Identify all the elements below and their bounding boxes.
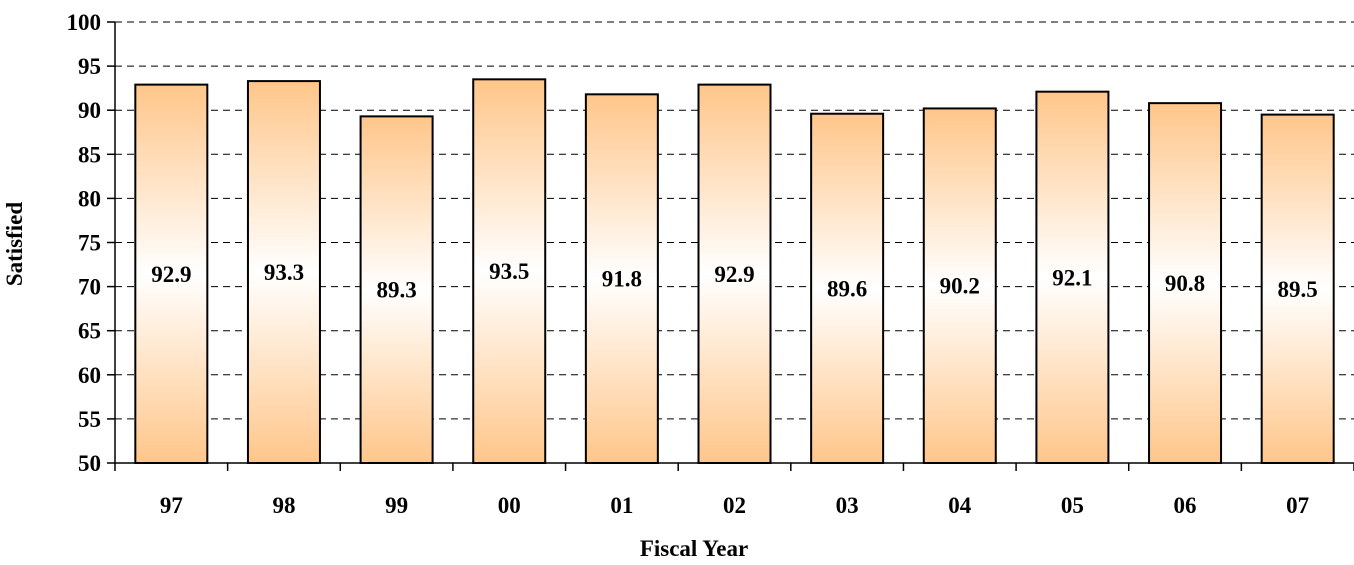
y-tick-label: 100 [67, 10, 102, 35]
x-tick-label: 04 [948, 493, 972, 518]
data-label: 89.5 [1278, 277, 1318, 302]
bar-97 [134, 83, 209, 464]
y-tick-label: 65 [78, 319, 101, 344]
gridlines [115, 21, 1354, 420]
bar-98 [246, 80, 321, 465]
y-tick-label: 70 [78, 275, 101, 300]
bar-00 [472, 78, 547, 465]
data-label: 90.8 [1165, 271, 1205, 296]
x-tick-labels: 97 98 99 00 01 02 03 04 05 06 07 [160, 493, 1309, 518]
y-tick-label: 50 [78, 451, 101, 476]
x-tick-label: 03 [836, 493, 859, 518]
x-tick-label: 02 [723, 493, 746, 518]
bar-07 [1260, 113, 1335, 465]
axes [107, 21, 1354, 471]
x-tick-label: 07 [1286, 493, 1309, 518]
y-tick-label: 80 [78, 186, 101, 211]
data-label: 89.6 [827, 276, 867, 301]
x-tick-label: 98 [272, 493, 295, 518]
x-tick-label: 99 [385, 493, 408, 518]
x-axis-title: Fiscal Year [640, 536, 748, 561]
data-label: 93.5 [489, 259, 529, 284]
bar-06 [1148, 102, 1223, 464]
data-label: 89.3 [376, 278, 416, 303]
y-tick-label: 95 [78, 54, 101, 79]
data-label: 92.9 [714, 262, 754, 287]
x-tick-label: 97 [160, 493, 183, 518]
data-label: 91.8 [602, 267, 642, 292]
x-tick-label: 00 [498, 493, 521, 518]
x-tick-label: 01 [610, 493, 633, 518]
data-label: 92.9 [151, 262, 191, 287]
bar-02 [697, 83, 772, 464]
y-tick-label: 90 [78, 98, 101, 123]
bar-04 [922, 107, 997, 464]
data-label: 93.3 [264, 260, 304, 285]
bar-05 [1035, 90, 1110, 464]
y-tick-label: 85 [78, 142, 101, 167]
data-label: 90.2 [940, 274, 980, 299]
bar-99 [359, 115, 434, 465]
y-tick-label: 55 [78, 407, 101, 432]
y-tick-labels: 100 95 90 85 80 75 70 65 60 55 50 [67, 10, 102, 476]
y-axis-title: Satisfied [2, 202, 27, 287]
data-labels: 92.9 93.3 89.3 93.5 91.8 92.9 89.6 90.2 92.1 90.8… [151, 259, 1318, 303]
bar-03 [810, 112, 885, 464]
data-label: 92.1 [1052, 265, 1092, 290]
x-tick-label: 06 [1174, 493, 1197, 518]
x-tick-label: 05 [1061, 493, 1084, 518]
y-tick-label: 75 [78, 231, 101, 256]
bar-01 [584, 93, 659, 464]
y-tick-label: 60 [78, 363, 101, 388]
bars [134, 78, 1335, 465]
